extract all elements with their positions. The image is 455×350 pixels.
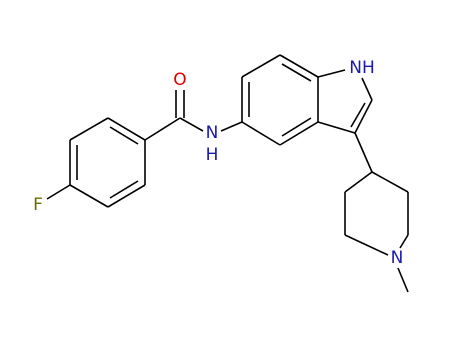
atom-label: O (173, 70, 186, 90)
atom-label: N (206, 123, 219, 143)
bonds (46, 54, 409, 293)
atom-label: N (391, 248, 404, 268)
atom-label: H (206, 145, 219, 165)
atom-label: F (33, 195, 43, 215)
atom-label: NH (349, 58, 375, 78)
